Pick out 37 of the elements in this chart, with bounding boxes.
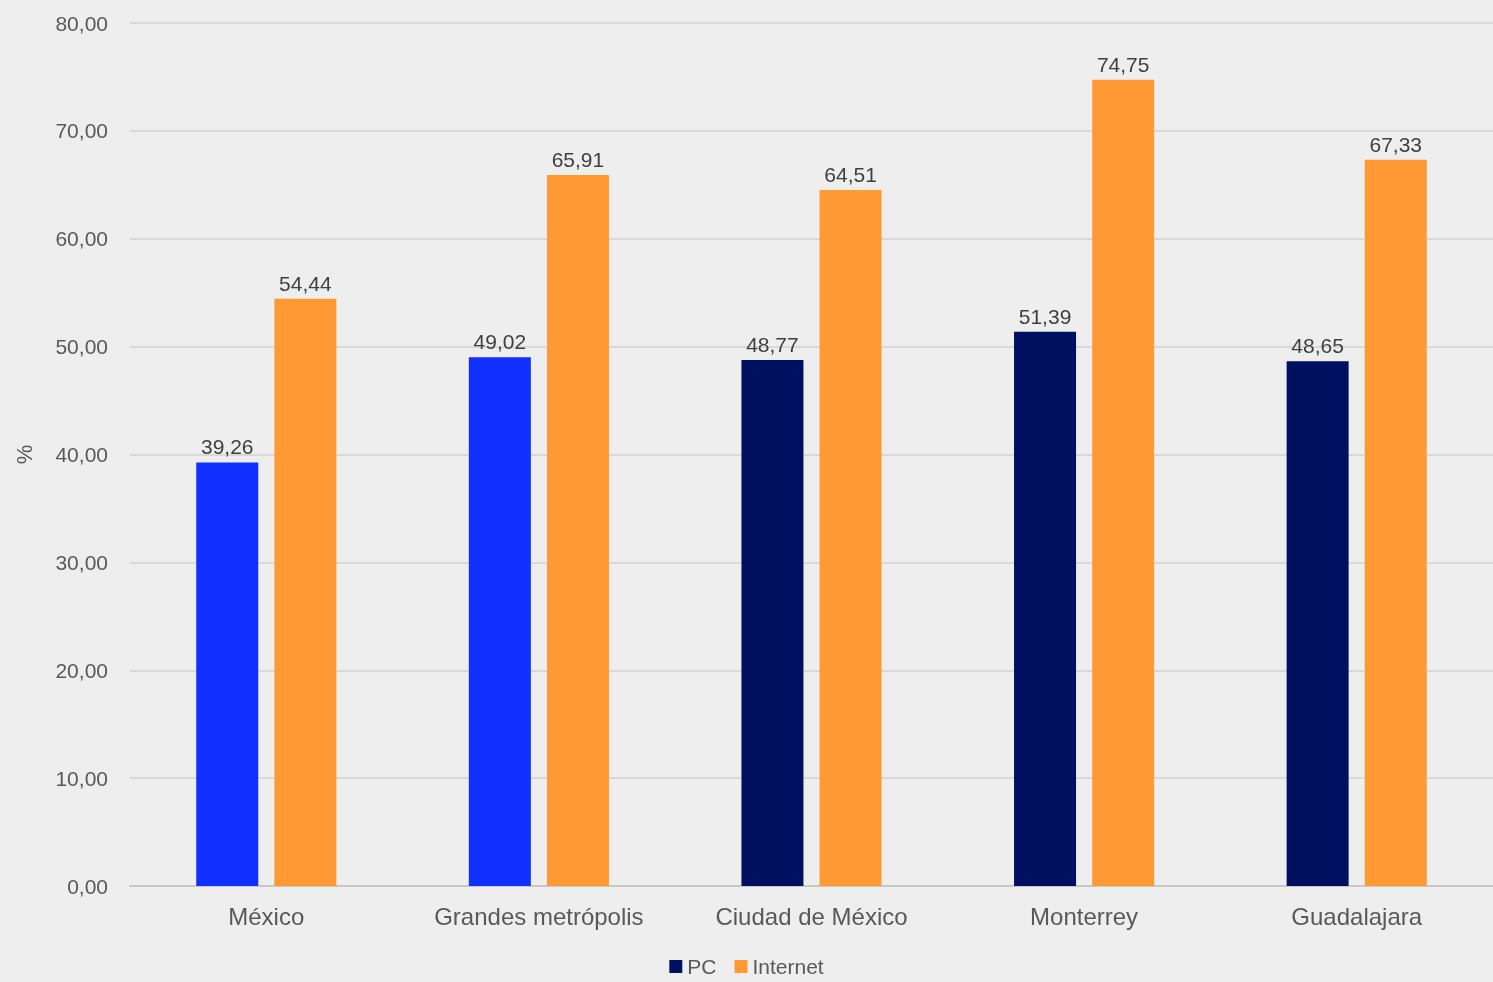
data-label: 65,91 <box>551 148 605 171</box>
bar <box>196 462 259 886</box>
bar <box>468 357 531 886</box>
bar <box>741 359 804 886</box>
y-tick-label: 20,00 <box>55 658 108 682</box>
bar <box>274 298 337 886</box>
data-label: 48,65 <box>1291 334 1344 358</box>
bar <box>1092 79 1155 886</box>
x-tick-label: Guadalajara <box>1291 902 1423 930</box>
data-label: 39,26 <box>200 435 254 459</box>
y-tick-label: 0,00 <box>67 874 108 898</box>
y-tick-label: 30,00 <box>55 550 108 574</box>
y-tick-label: 60,00 <box>55 227 108 251</box>
legend-label: PC <box>687 955 717 978</box>
bar <box>1286 361 1349 886</box>
bar <box>546 175 609 886</box>
y-axis-title: % <box>11 444 37 465</box>
data-label: 54,44 <box>279 271 332 295</box>
data-label: 67,33 <box>1369 132 1423 156</box>
y-tick-label: 10,00 <box>55 766 108 790</box>
x-tick-label: México <box>228 902 305 930</box>
legend-label: Internet <box>752 955 824 978</box>
y-tick-label: 70,00 <box>55 119 108 143</box>
y-tick-label: 40,00 <box>55 443 108 466</box>
bar <box>1014 331 1077 886</box>
bar <box>819 190 882 886</box>
x-tick-label: Monterrey <box>1030 902 1139 930</box>
data-label: 49,02 <box>473 330 527 354</box>
x-tick-label: Grandes metrópolis <box>434 902 644 930</box>
x-tick-label: Ciudad de México <box>715 902 908 930</box>
data-label: 48,77 <box>746 332 799 356</box>
y-tick-label: 80,00 <box>55 11 108 35</box>
y-tick-label: 50,00 <box>55 335 108 359</box>
data-label: 74,75 <box>1096 52 1150 76</box>
bar <box>1364 159 1427 886</box>
data-label: 51,39 <box>1018 304 1072 328</box>
data-label: 64,51 <box>824 163 877 187</box>
